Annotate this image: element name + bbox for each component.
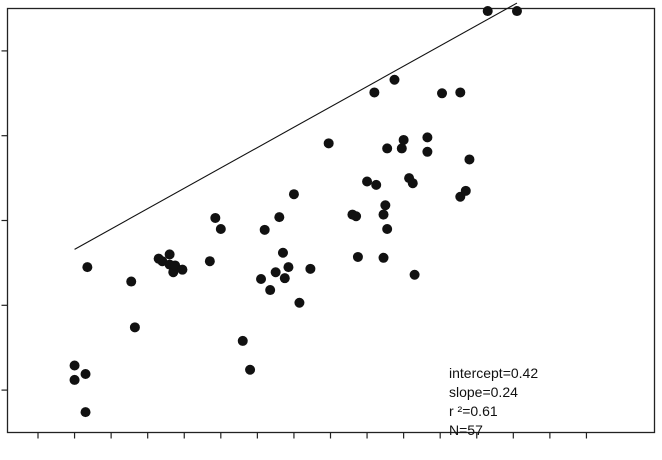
r-squared-label: r ²=0.61 — [449, 403, 498, 419]
data-point-17 — [237, 335, 248, 346]
data-point-41 — [378, 252, 389, 263]
data-point-36 — [371, 179, 382, 190]
data-point-32 — [351, 211, 362, 222]
data-point-51 — [455, 87, 466, 98]
data-point-4 — [82, 262, 93, 273]
sample-size-label: N=57 — [449, 422, 483, 438]
plot-frame — [6, 7, 656, 434]
x-axis-ticks — [37, 432, 588, 439]
data-point-24 — [277, 247, 288, 258]
data-point-3 — [80, 407, 91, 418]
data-point-37 — [378, 209, 389, 220]
intercept-label: intercept=0.42 — [449, 365, 539, 381]
data-point-19 — [256, 274, 267, 285]
data-point-34 — [362, 176, 373, 187]
data-point-0 — [69, 360, 80, 371]
regression-line — [74, 2, 518, 250]
regression-stats: intercept=0.42 slope=0.24 r ²=0.61 N=57 — [449, 364, 538, 440]
data-point-55 — [482, 6, 493, 17]
data-point-38 — [380, 200, 391, 211]
data-point-25 — [279, 273, 290, 284]
data-point-53 — [460, 185, 471, 196]
data-point-1 — [69, 374, 80, 385]
data-point-29 — [305, 263, 316, 274]
data-point-42 — [389, 74, 400, 85]
data-point-56 — [511, 6, 522, 17]
data-point-28 — [294, 297, 305, 308]
data-point-23 — [274, 212, 285, 223]
data-point-20 — [259, 224, 270, 235]
data-point-44 — [398, 134, 409, 145]
data-point-48 — [422, 132, 433, 143]
data-point-13 — [177, 264, 188, 275]
data-point-16 — [215, 223, 226, 234]
data-point-12 — [170, 260, 181, 271]
data-point-22 — [270, 267, 281, 278]
data-point-50 — [437, 88, 448, 99]
data-point-49 — [422, 146, 433, 157]
data-point-43 — [396, 143, 407, 154]
data-point-47 — [409, 269, 420, 280]
data-point-30 — [323, 138, 334, 149]
data-point-6 — [129, 322, 140, 333]
data-point-46 — [407, 178, 418, 189]
data-point-10 — [164, 249, 175, 260]
data-point-14 — [204, 256, 215, 267]
data-point-5 — [126, 276, 137, 287]
data-point-40 — [382, 143, 393, 154]
data-point-54 — [464, 154, 475, 165]
y-axis-ticks — [1, 50, 8, 391]
data-point-39 — [382, 223, 393, 234]
data-point-18 — [245, 364, 256, 375]
data-point-21 — [265, 285, 276, 296]
data-points — [69, 6, 522, 418]
data-point-2 — [80, 368, 91, 379]
data-point-27 — [288, 189, 299, 200]
data-point-33 — [352, 251, 363, 262]
data-point-26 — [283, 262, 294, 273]
data-point-15 — [210, 212, 221, 223]
slope-label: slope=0.24 — [449, 384, 518, 400]
data-point-35 — [369, 87, 380, 98]
